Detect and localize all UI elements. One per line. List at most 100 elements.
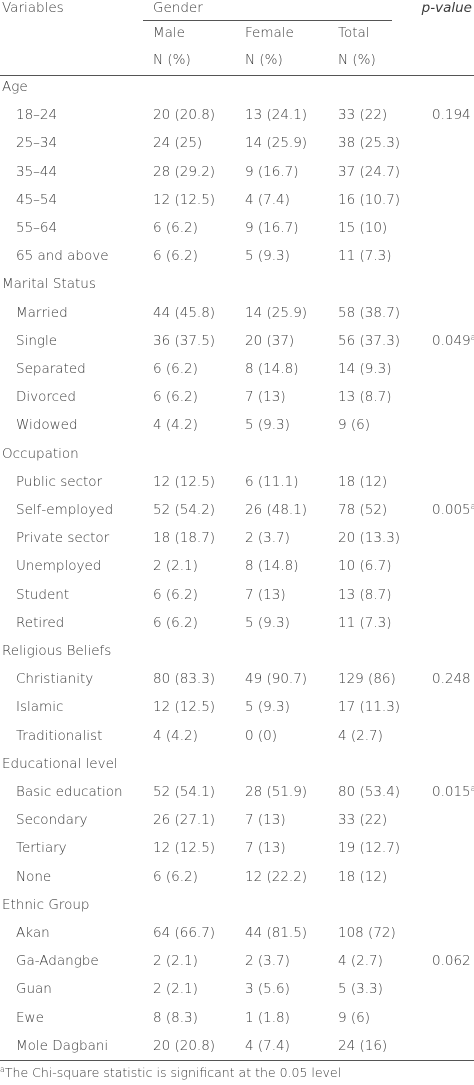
row-label: Married — [16, 304, 68, 321]
row-label: Student — [16, 586, 70, 603]
cell-female: 20 (37) — [245, 332, 295, 349]
cell-female: 49 (90.7) — [245, 671, 308, 688]
footnote: aThe Chi-square statistic is significant… — [0, 1064, 341, 1082]
cell-male: 6 (6.2) — [153, 220, 198, 236]
header-unit: N (%) — [245, 52, 283, 68]
cell-total: 80 (53.4) — [338, 784, 401, 800]
cell-male: 12 (12.5) — [153, 699, 216, 716]
cell-male: 2 (2.1) — [153, 953, 198, 970]
cell-total: 33 (22) — [338, 812, 388, 829]
row-label: Separated — [16, 361, 86, 377]
cell-total: 18 (12) — [338, 868, 388, 885]
row-label: Single — [16, 332, 58, 349]
cell-female: 2 (3.7) — [245, 530, 290, 547]
cell-total: 4 (2.7) — [338, 727, 383, 744]
cell-female: 14 (25.9) — [245, 304, 308, 321]
cell-p-value: 0.194 — [432, 106, 471, 124]
footnote-mark: a — [470, 332, 474, 342]
row-label: Islamic — [16, 699, 64, 716]
section-title: Religious Beliefs — [2, 643, 112, 659]
cell-male: 2 (2.1) — [153, 981, 198, 998]
cell-total: 19 (12.7) — [338, 840, 401, 857]
cell-female: 12 (22.2) — [245, 868, 308, 885]
section-title: Ethnic Group — [2, 896, 90, 913]
cell-female: 8 (14.8) — [245, 361, 299, 377]
cell-total: 16 (10.7) — [338, 191, 401, 208]
row-label: Ga-Adangbe — [16, 953, 99, 970]
cell-male: 52 (54.2) — [153, 502, 216, 518]
row-label: 25–34 — [16, 135, 58, 152]
cell-total: 9 (6) — [338, 417, 371, 434]
p-value-text: 0.015 — [432, 784, 471, 800]
cell-female: 3 (5.6) — [245, 981, 290, 998]
cell-male: 4 (4.2) — [153, 417, 198, 434]
header-female: Female — [245, 25, 294, 41]
cell-total: 13 (8.7) — [338, 389, 392, 406]
row-label: Divorced — [16, 389, 76, 406]
cell-p-value: 0.015a — [432, 783, 474, 801]
section-title: Occupation — [2, 445, 79, 462]
row-label: 45–54 — [16, 191, 58, 208]
footnote-mark: a — [470, 502, 474, 511]
row-label: None — [16, 868, 52, 885]
cell-female: 5 (9.3) — [245, 248, 290, 265]
cell-total: 37 (24.7) — [338, 163, 401, 180]
cell-total: 4 (2.7) — [338, 953, 383, 970]
cell-total: 15 (10) — [338, 220, 388, 236]
header-p-value: p-value — [421, 0, 472, 16]
cell-total: 5 (3.3) — [338, 981, 383, 998]
row-label: Tertiary — [16, 840, 67, 857]
cell-female: 7 (13) — [245, 812, 286, 829]
cell-p-value: 0.005a — [432, 501, 474, 519]
cell-female: 5 (9.3) — [245, 417, 290, 434]
cell-total: 11 (7.3) — [338, 248, 392, 265]
header-unit: N (%) — [338, 52, 376, 68]
cell-total: 18 (12) — [338, 473, 388, 490]
footnote-text: The Chi-square statistic is significant … — [4, 1065, 342, 1080]
cell-total: 129 (86) — [338, 671, 396, 688]
cell-male: 6 (6.2) — [153, 614, 198, 631]
p-value-text: 0.194 — [432, 107, 471, 124]
cell-female: 7 (13) — [245, 840, 286, 857]
cell-male: 24 (25) — [153, 135, 203, 152]
section-title: Age — [2, 79, 28, 95]
p-value-text: 0.248 — [432, 671, 471, 688]
cell-total: 33 (22) — [338, 107, 388, 124]
header-unit: N (%) — [153, 52, 191, 68]
cell-total: 11 (7.3) — [338, 614, 392, 631]
cell-p-value: 0.248 — [432, 670, 471, 688]
cell-p-value: 0.049a — [432, 332, 474, 350]
cell-total: 58 (38.7) — [338, 304, 401, 321]
footnote-mark: a — [0, 1065, 5, 1074]
cell-female: 9 (16.7) — [245, 220, 299, 236]
row-label: Public sector — [16, 473, 103, 490]
cell-male: 28 (29.2) — [153, 163, 216, 180]
cell-male: 12 (12.5) — [153, 191, 216, 208]
row-label: Unemployed — [16, 558, 102, 575]
cell-female: 5 (9.3) — [245, 614, 290, 631]
section-title: Educational level — [2, 755, 118, 772]
gender-rule — [143, 20, 392, 21]
cell-total: 13 (8.7) — [338, 586, 392, 603]
cell-male: 64 (66.7) — [153, 925, 216, 941]
cell-male: 20 (20.8) — [153, 1037, 216, 1054]
cell-male: 6 (6.2) — [153, 361, 198, 377]
cell-total: 10 (6.7) — [338, 558, 392, 575]
cell-female: 4 (7.4) — [245, 191, 290, 208]
cell-total: 56 (37.3) — [338, 332, 401, 349]
cell-total: 108 (72) — [338, 925, 396, 941]
cell-female: 4 (7.4) — [245, 1037, 290, 1054]
cell-total: 14 (9.3) — [338, 361, 392, 377]
cell-male: 12 (12.5) — [153, 473, 216, 490]
cell-total: 38 (25.3) — [338, 135, 401, 152]
row-label: Ewe — [16, 1009, 44, 1026]
cell-male: 20 (20.8) — [153, 107, 216, 124]
cell-male: 26 (27.1) — [153, 812, 216, 829]
cell-male: 6 (6.2) — [153, 248, 198, 265]
header-variables: Variables — [2, 0, 64, 16]
cell-female: 28 (51.9) — [245, 784, 308, 800]
cell-male: 6 (6.2) — [153, 389, 198, 406]
row-label: Christianity — [16, 671, 94, 688]
cell-total: 78 (52) — [338, 502, 388, 518]
cell-total: 24 (16) — [338, 1037, 388, 1054]
